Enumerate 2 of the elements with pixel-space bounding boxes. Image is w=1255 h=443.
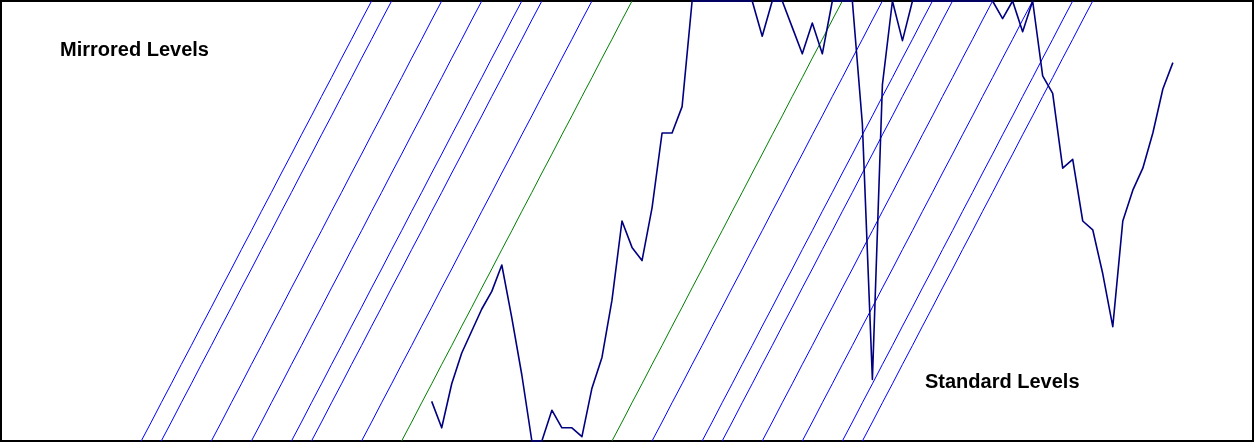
annotation: Standard Levels [925, 370, 1080, 392]
annotation: Mirrored Levels [60, 38, 209, 60]
